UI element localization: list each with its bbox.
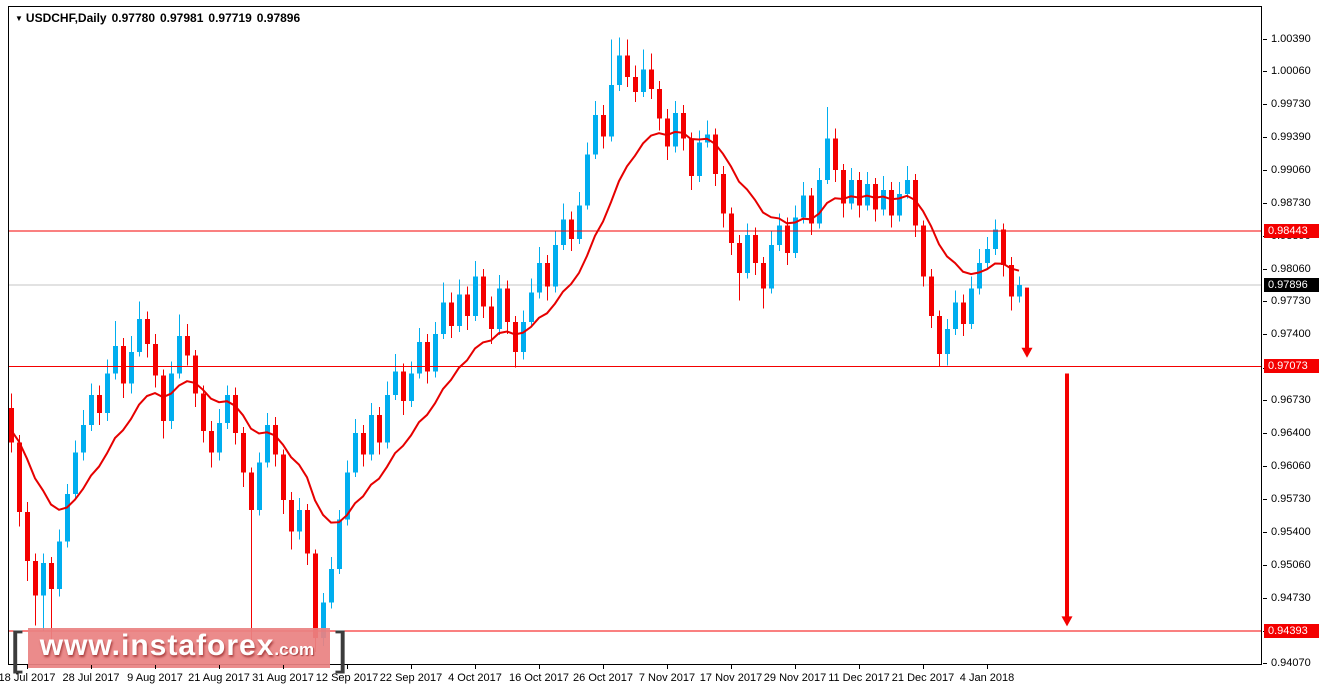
date-tick — [795, 665, 796, 669]
price-axis-label: 0.95730 — [1270, 491, 1312, 506]
price-tick — [1263, 662, 1267, 664]
price-axis-label: 1.00060 — [1270, 64, 1312, 79]
instaforex-watermark: [ www.instaforex .com ] — [10, 622, 348, 674]
date-axis-label: 17 Nov 2017 — [699, 672, 763, 684]
price-tick — [1263, 466, 1267, 468]
price-tick — [1263, 400, 1267, 402]
date-tick — [283, 665, 284, 669]
price-axis-label: 0.99730 — [1270, 96, 1312, 111]
price-axis-label: 0.98730 — [1270, 195, 1312, 210]
date-tick — [155, 665, 156, 669]
price-axis-label: 0.99390 — [1270, 130, 1312, 145]
price-axis-label: 0.94730 — [1270, 590, 1312, 605]
date-tick — [987, 665, 988, 669]
price-tick — [1263, 334, 1267, 335]
watermark-band: www.instaforex .com — [27, 628, 331, 668]
date-tick — [731, 665, 732, 669]
price-axis: 1.00390 1.00060 0.99730 0.99390 0.99060 0.987… — [1263, 0, 1320, 688]
date-axis-label: 16 Oct 2017 — [509, 672, 569, 684]
date-tick — [475, 665, 476, 669]
date-tick — [411, 665, 412, 669]
price-axis-label: 1.00390 — [1270, 31, 1312, 46]
price-axis-label: 0.96730 — [1270, 393, 1312, 408]
price-axis-label: 0.97730 — [1270, 294, 1312, 309]
price-axis-label: 0.96400 — [1270, 425, 1312, 440]
date-axis-label: 18 Jul 2017 — [0, 672, 56, 684]
price-axis-label: 0.95060 — [1270, 558, 1312, 573]
price-tick — [1263, 71, 1267, 73]
symbol-period-label: USDCHF,Daily — [25, 11, 107, 25]
plot-canvas — [9, 37, 1261, 653]
price-tick — [1263, 38, 1267, 40]
date-tick — [347, 665, 348, 669]
level-price-label[interactable]: 0.97073 — [1264, 359, 1319, 374]
date-tick — [667, 665, 668, 669]
chart-plot-area[interactable]: ▼ USDCHF,Daily 0.97780 0.97981 0.97719 0.9789… — [8, 6, 1262, 665]
level-price-label[interactable]: 0.98443 — [1264, 223, 1319, 238]
price-axis-label: 0.94070 — [1270, 655, 1312, 670]
quote-close: 0.97896 — [256, 11, 301, 25]
price-axis-label: 0.95400 — [1270, 524, 1312, 539]
watermark-text-suffix: .com — [274, 640, 315, 659]
price-axis-label: 0.99060 — [1270, 163, 1312, 178]
date-tick — [603, 665, 604, 669]
date-tick — [539, 665, 540, 669]
price-tick — [1263, 170, 1267, 172]
date-tick — [27, 665, 28, 669]
quote-bar: ▼ USDCHF,Daily 0.97780 0.97981 0.97719 0.9789… — [15, 11, 305, 25]
date-axis-label: 28 Jul 2017 — [62, 672, 120, 684]
date-axis-label: 26 Oct 2017 — [573, 672, 633, 684]
price-tick — [1263, 202, 1267, 204]
quote-high: 0.97981 — [160, 11, 204, 25]
price-axis-label: 0.96060 — [1270, 459, 1312, 474]
price-tick — [1263, 268, 1267, 270]
price-axis-label: 0.98060 — [1270, 261, 1312, 276]
date-axis-label: 11 Dec 2017 — [828, 672, 890, 684]
price-tick — [1263, 531, 1267, 533]
watermark-bracket-left-icon: [ — [10, 622, 23, 674]
date-axis-label: 9 Aug 2017 — [127, 672, 183, 684]
date-axis-label: 4 Jan 2018 — [959, 672, 1015, 684]
date-axis-label: 29 Nov 2017 — [763, 672, 827, 684]
symbol-dropdown-icon[interactable]: ▼ — [15, 14, 23, 23]
date-tick — [923, 665, 924, 669]
price-tick — [1263, 597, 1267, 599]
date-tick — [859, 665, 860, 669]
watermark-text: www.instaforex — [39, 629, 275, 662]
price-tick — [1263, 432, 1267, 434]
quote-open: 0.97780 — [111, 11, 155, 25]
date-axis-label: 22 Sep 2017 — [379, 672, 443, 684]
price-tick — [1263, 103, 1267, 105]
price-tick — [1263, 565, 1267, 567]
quote-low: 0.97719 — [208, 11, 252, 25]
date-tick — [91, 665, 92, 669]
level-price-label[interactable]: 0.94393 — [1264, 623, 1319, 638]
date-axis-label: 4 Oct 2017 — [448, 672, 502, 684]
date-axis-label: 12 Sep 2017 — [315, 672, 379, 684]
price-tick — [1263, 498, 1267, 500]
price-axis-label: 0.97400 — [1270, 327, 1312, 341]
watermark-bracket-right-icon: ] — [335, 622, 348, 674]
date-axis-label: 31 Aug 2017 — [252, 672, 314, 684]
date-axis: 18 Jul 2017 28 Jul 2017 9 Aug 2017 21 Aug 2… — [0, 665, 1262, 688]
price-tick — [1263, 137, 1267, 139]
price-tick — [1263, 301, 1267, 303]
date-axis-label: 21 Aug 2017 — [188, 672, 250, 684]
date-axis-label: 7 Nov 2017 — [638, 672, 696, 684]
date-tick — [219, 665, 220, 669]
current-price-label: 0.97896 — [1264, 278, 1319, 293]
date-axis-label: 21 Dec 2017 — [891, 672, 955, 684]
